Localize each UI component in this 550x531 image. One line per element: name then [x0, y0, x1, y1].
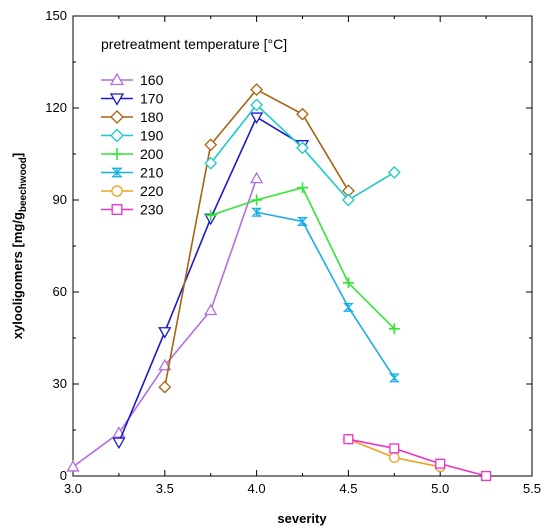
legend-item-210: 210: [101, 165, 164, 181]
y-tick-label: 0: [60, 468, 67, 483]
legend-label: 230: [140, 202, 164, 218]
series-160: [66, 171, 264, 472]
x-tick-label: 5.5: [523, 481, 541, 496]
data-point-210: [251, 207, 263, 217]
legend-title: pretreatment temperature [°C]: [101, 36, 287, 52]
y-tick-label: 90: [53, 192, 67, 207]
data-point-190: [341, 193, 355, 207]
x-tick-label: 4.5: [339, 481, 357, 496]
legend-item-200: 200: [101, 146, 164, 162]
series-210: [251, 207, 400, 383]
data-point-170: [112, 437, 126, 450]
data-point-200: [251, 194, 263, 206]
data-point-190: [296, 141, 309, 155]
x-tick-label: 3.0: [64, 481, 82, 496]
data-point-170: [249, 112, 264, 125]
data-point-190: [204, 156, 218, 170]
legend: pretreatment temperature [°C] 160 170 180 1…: [101, 36, 287, 218]
data-point-180: [296, 107, 309, 121]
legend-label: 200: [140, 146, 164, 162]
legend-item-230: 230: [101, 202, 164, 218]
y-tick-label: 30: [53, 376, 67, 391]
x-tick-label: 4.0: [248, 481, 266, 496]
data-point-220: [388, 452, 400, 463]
data-point-160: [66, 459, 80, 472]
data-point-160: [158, 358, 172, 371]
legend-item-170: 170: [101, 91, 164, 107]
series-line-160: [72, 178, 258, 468]
legend-swatch-marker: [111, 204, 123, 215]
data-point-230: [343, 434, 354, 445]
legend-swatch-marker: [110, 128, 124, 143]
y-tick-labels: 0 30 60 90 120 150: [45, 8, 67, 483]
data-point-190: [387, 165, 401, 179]
legend-swatch-marker: [111, 148, 123, 160]
legend-swatch-marker: [109, 93, 125, 106]
series-line-210: [256, 211, 395, 379]
legend-swatch-marker: [111, 167, 123, 178]
y-tick-label: 120: [45, 100, 67, 115]
data-point-190: [250, 98, 264, 112]
legend-label: 170: [140, 91, 164, 107]
series-line-230: [348, 438, 487, 477]
legend-item-180: 180: [101, 109, 164, 125]
legend-label: 210: [140, 165, 164, 181]
legend-item-160: 160: [101, 72, 164, 88]
data-point-200: [205, 209, 217, 221]
data-point-180: [158, 380, 172, 394]
legend-label: 190: [140, 128, 164, 144]
data-point-200: [388, 323, 400, 335]
legend-label: 180: [140, 109, 164, 125]
legend-item-190: 190: [101, 128, 164, 144]
legend-label: 160: [140, 72, 164, 88]
data-point-230: [389, 443, 400, 454]
data-point-180: [250, 83, 264, 97]
x-tick-label: 3.5: [156, 481, 174, 496]
series-line-180: [164, 88, 350, 388]
data-point-200: [297, 182, 308, 194]
y-axis-title-sub: beechwood: [18, 157, 29, 212]
legend-swatch-marker: [110, 110, 124, 124]
data-point-180: [204, 138, 218, 152]
series-180: [158, 83, 355, 394]
y-tick-label: 60: [53, 284, 67, 299]
legend-item-220: 220: [101, 183, 164, 199]
data-point-230: [435, 458, 446, 469]
y-tick-label: 150: [45, 8, 67, 23]
series-200: [205, 182, 400, 335]
x-tick-labels: 3.0 3.5 4.0 4.5 5.0 5.5: [64, 481, 541, 496]
y-axis-title-main: xylooligomers [mg/g: [10, 212, 25, 339]
series-layer: [66, 83, 492, 482]
data-point-170: [158, 327, 172, 339]
data-point-210: [342, 302, 354, 312]
data-point-200: [342, 277, 354, 289]
data-point-160: [249, 171, 264, 184]
legend-swatch-marker: [109, 72, 125, 86]
x-axis-title: severity: [277, 511, 327, 526]
data-point-230: [481, 470, 492, 482]
series-190: [204, 98, 401, 207]
axis-ticks: [72, 15, 533, 477]
data-point-160: [204, 303, 218, 316]
series-230: [343, 434, 492, 482]
y-axis-title-end: ]: [10, 153, 25, 157]
data-point-210: [388, 373, 400, 383]
legend-label: 220: [140, 183, 164, 199]
y-axis-title: xylooligomers [mg/gbeechwood]: [10, 153, 29, 340]
data-point-210: [297, 216, 308, 226]
x-tick-label: 5.0: [431, 481, 449, 496]
series-line-200: [210, 186, 395, 330]
legend-swatch-marker: [111, 185, 123, 197]
